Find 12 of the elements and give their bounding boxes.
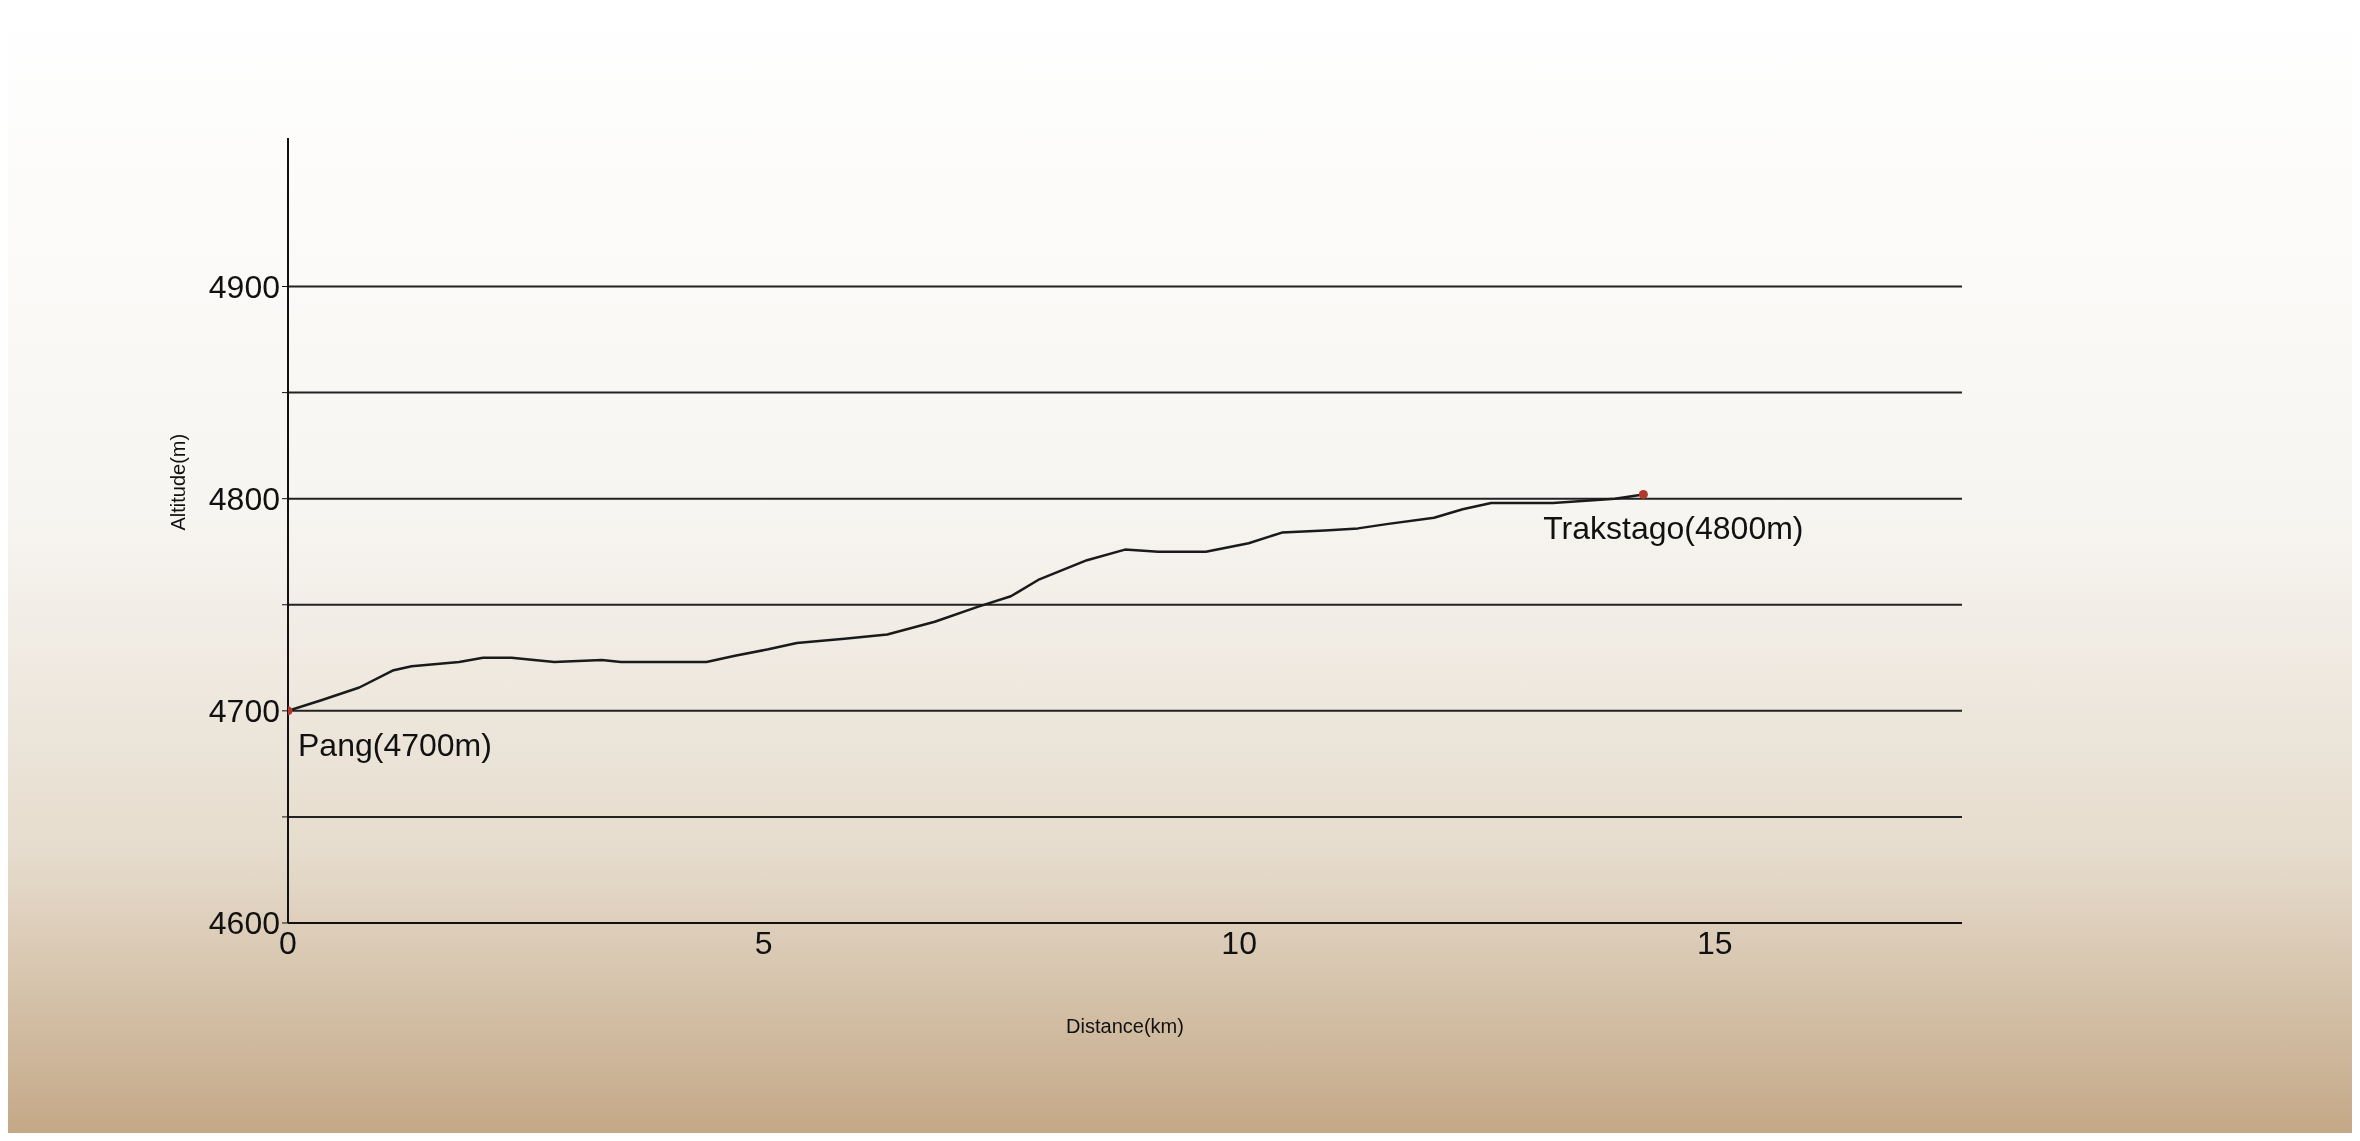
y-tick-label: 4700 <box>208 693 280 730</box>
x-tick-label: 10 <box>1221 924 1257 961</box>
x-axis-title: Distance(km) <box>1066 1015 1184 1037</box>
y-tick-label: 4900 <box>208 268 280 305</box>
y-tick-label: 4800 <box>208 481 280 518</box>
x-tick-label: 0 <box>279 924 297 961</box>
x-tick-label: 15 <box>1696 924 1733 961</box>
x-tick-label: 5 <box>754 924 773 961</box>
y-tick-label: 4600 <box>208 905 280 942</box>
annotation: Pang(4700m) <box>298 726 492 763</box>
annotation: Trakstago(4800m) <box>1543 510 1804 547</box>
y-axis-title: Altitude(m) <box>167 433 190 531</box>
